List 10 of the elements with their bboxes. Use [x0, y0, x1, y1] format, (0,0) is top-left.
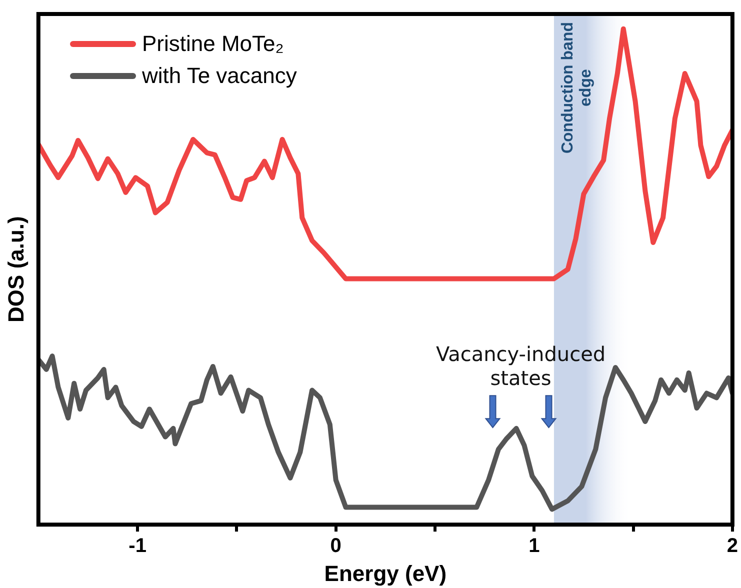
x-tick-label: 1 [528, 535, 540, 558]
band-label: Conduction band edge [559, 22, 594, 154]
legend-label: Pristine MoTe₂ [142, 30, 284, 58]
legend-label: with Te vacancy [142, 62, 297, 90]
x-tick-label: 0 [330, 535, 342, 558]
y-axis-title: DOS (a.u.) [3, 216, 28, 322]
x-tick-label: -1 [128, 535, 146, 558]
x-tick-label: 2 [726, 535, 738, 558]
x-axis-title: Energy (eV) [324, 560, 447, 586]
annotation: Vacancy-induced states [436, 342, 606, 390]
